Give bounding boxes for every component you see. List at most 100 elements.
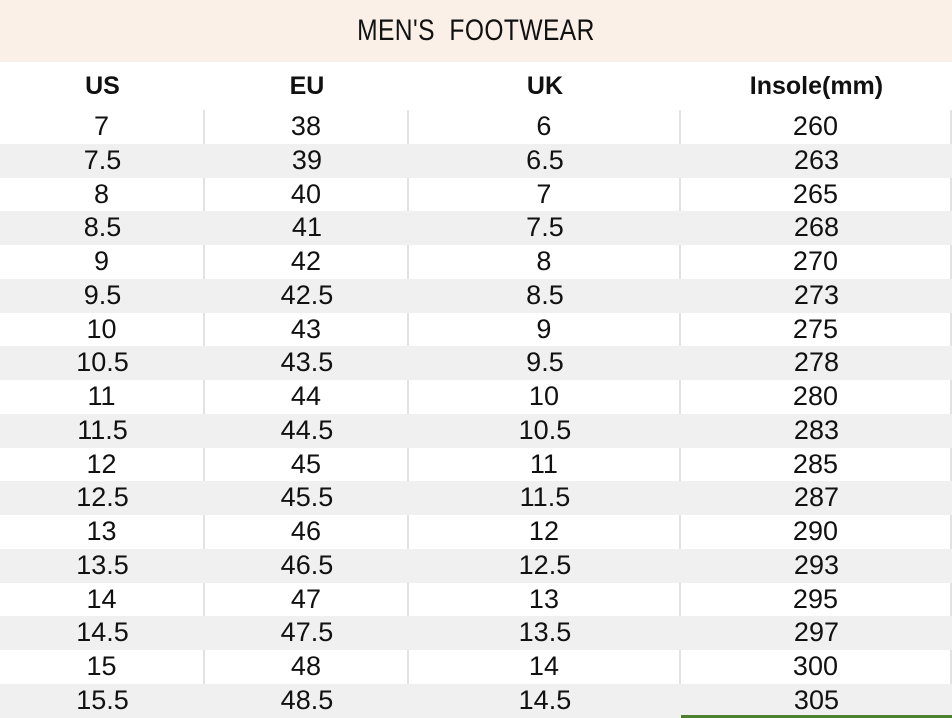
title-banner: MEN'S FOOTWEAR [0, 0, 952, 62]
cell: 13 [409, 582, 681, 617]
cell: 10 [0, 312, 205, 347]
table-row: 8.5 41 7.5 268 [0, 211, 952, 246]
cell: 285 [681, 447, 952, 482]
cell: 7 [0, 110, 205, 144]
cell: 11 [0, 380, 205, 414]
cell: 268 [793, 212, 839, 243]
cell: 263 [793, 144, 839, 175]
cell: 43 [205, 312, 409, 347]
table-body: 7 38 6 260 7.5 39 6.5 263 8 40 7 265 8.5 41 7.5 268 9 42 8… [0, 110, 952, 718]
cell: 12 [409, 515, 681, 549]
cell: 45 [205, 447, 409, 482]
table-row: 13 46 12 290 [0, 515, 952, 549]
cell: 300 [681, 650, 952, 685]
cell: 39 [291, 144, 322, 175]
cell: 40 [205, 177, 409, 212]
cell: 42.5 [280, 279, 334, 310]
table-row: 9.5 42.5 8.5 273 [0, 278, 952, 313]
cell: 9 [409, 312, 681, 347]
table-row: 14 47 13 295 [0, 582, 952, 617]
cell: 45.5 [280, 482, 334, 513]
table-row: 15.5 48.5 14.5 305 [0, 684, 952, 718]
cell: 297 [793, 617, 839, 648]
cell: 295 [681, 582, 952, 617]
table-row: 10.5 43.5 9.5 278 [0, 346, 952, 381]
table-row: 15 48 14 300 [0, 650, 952, 685]
cell: 41 [291, 212, 322, 243]
table-row: 12.5 45.5 11.5 287 [0, 481, 952, 516]
cell: 14 [409, 650, 681, 685]
cell: 11.5 [519, 482, 571, 513]
cell: 275 [681, 312, 952, 347]
table-row: 13.5 46.5 12.5 293 [0, 548, 952, 583]
cell: 15.5 [76, 685, 129, 716]
cell: 12.5 [518, 549, 572, 580]
cell: 11.5 [77, 414, 128, 445]
cell: 13.5 [518, 617, 572, 648]
cell: 9 [0, 245, 205, 279]
cell: 7 [409, 177, 681, 212]
table-header-row: US EU UK Insole(mm) [0, 62, 952, 110]
cell: 12.5 [76, 482, 129, 513]
cell: 8.5 [83, 212, 122, 243]
cell: 42 [205, 245, 409, 279]
cell: 44 [205, 380, 409, 414]
cell: 47.5 [280, 617, 334, 648]
cell: 10.5 [76, 347, 129, 378]
column-header-uk: UK [526, 71, 563, 100]
column-header-us: US [85, 71, 120, 100]
cell: 7.5 [526, 212, 564, 243]
table-row: 11 44 10 280 [0, 380, 952, 414]
cell: 260 [681, 110, 952, 144]
table-row: 9 42 8 270 [0, 245, 952, 279]
cell: 46 [205, 515, 409, 549]
cell: 13.5 [76, 549, 129, 580]
cell: 278 [793, 347, 839, 378]
cell: 265 [681, 177, 952, 212]
table-row: 10 43 9 275 [0, 312, 952, 347]
cell: 283 [793, 414, 839, 445]
cell: 6 [409, 110, 681, 144]
cell: 11 [409, 447, 681, 482]
cell: 14 [0, 582, 205, 617]
cell: 44.5 [280, 414, 334, 445]
cell: 305 [793, 685, 839, 716]
cell: 280 [681, 380, 952, 414]
cell: 6.5 [526, 144, 564, 175]
cell: 15 [0, 650, 205, 685]
cell: 38 [205, 110, 409, 144]
cell: 7.5 [83, 144, 122, 175]
cell: 46.5 [280, 549, 334, 580]
cell: 48.5 [280, 685, 334, 716]
table-row: 7 38 6 260 [0, 110, 952, 144]
cell: 273 [793, 279, 839, 310]
cell: 10.5 [518, 414, 572, 445]
cell: 9.5 [526, 347, 564, 378]
page-title: MEN'S FOOTWEAR [357, 14, 595, 47]
cell: 14.5 [518, 685, 572, 716]
table-row: 12 45 11 285 [0, 447, 952, 482]
cell: 8 [409, 245, 681, 279]
cell: 13 [0, 515, 205, 549]
cell: 12 [0, 447, 205, 482]
cell: 293 [793, 549, 839, 580]
cell: 8.5 [526, 279, 564, 310]
cell: 10 [409, 380, 681, 414]
cell: 48 [205, 650, 409, 685]
table-row: 8 40 7 265 [0, 177, 952, 212]
table-row: 11.5 44.5 10.5 283 [0, 413, 952, 448]
cell: 43.5 [280, 347, 334, 378]
cell: 14.5 [76, 617, 129, 648]
cell: 8 [0, 177, 205, 212]
table-row: 7.5 39 6.5 263 [0, 143, 952, 178]
cell: 47 [205, 582, 409, 617]
column-header-insole: Insole(mm) [749, 71, 884, 100]
cell: 287 [793, 482, 839, 513]
cell: 9.5 [83, 279, 122, 310]
insole-column-underline [681, 715, 952, 718]
table-row: 14.5 47.5 13.5 297 [0, 616, 952, 651]
cell: 290 [681, 515, 952, 549]
column-header-eu: EU [289, 71, 325, 100]
cell: 270 [681, 245, 952, 279]
